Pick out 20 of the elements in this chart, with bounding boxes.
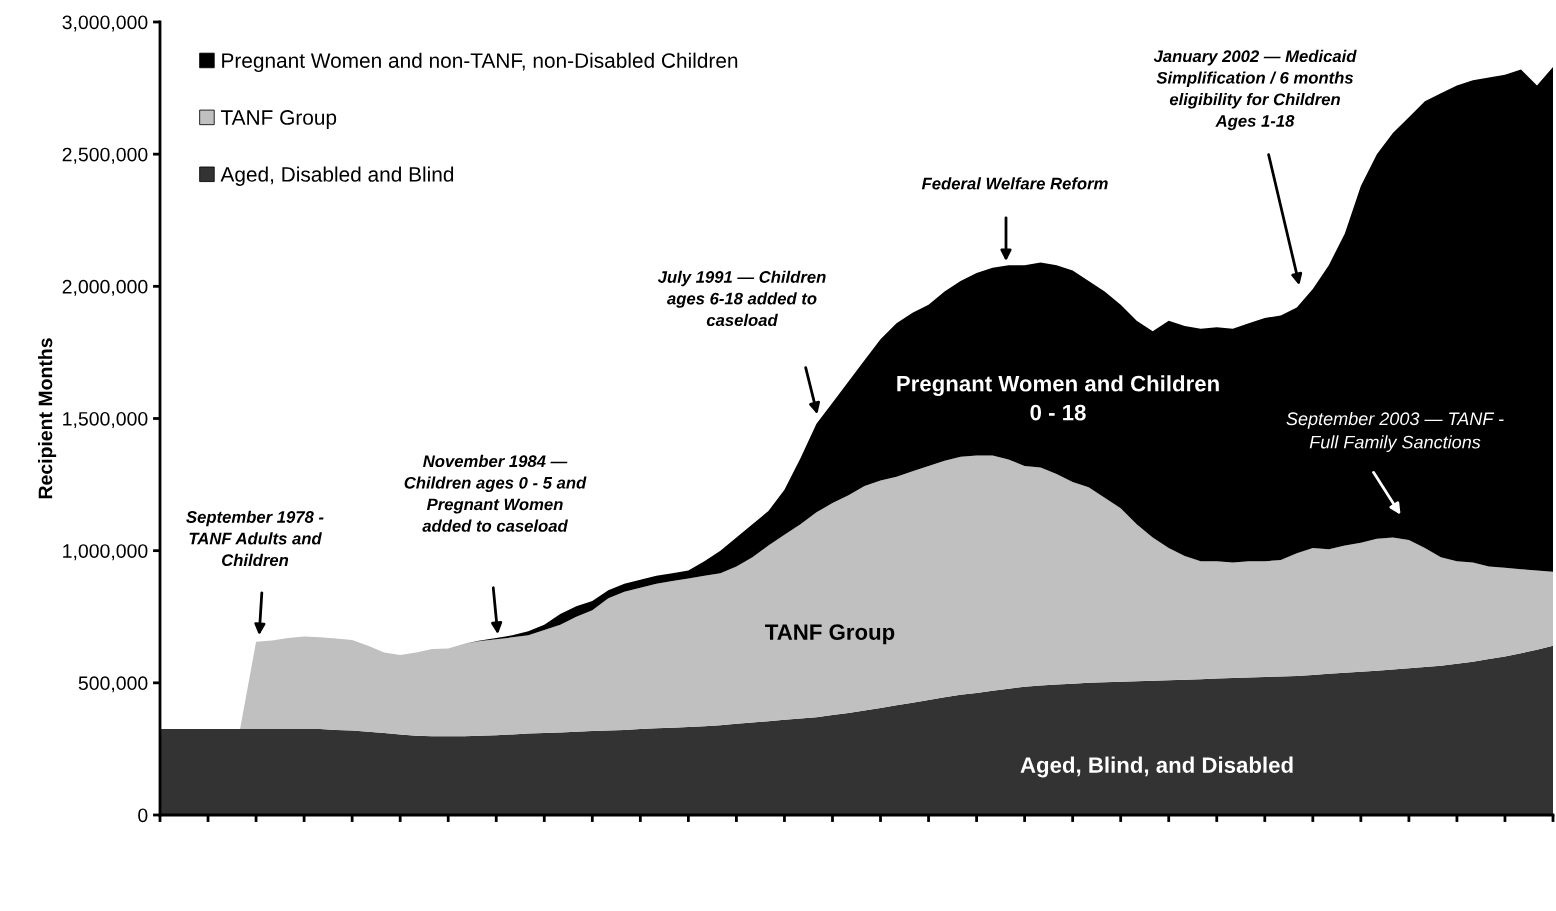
annotation: January 2002 — Medicaid Simplification / 6 months eligibility for Children Ages 1-18 — [1153, 49, 1357, 131]
annotation: September 1978 - TANF Adults and Children — [186, 510, 324, 567]
annotation: Federal Welfare Reform — [921, 177, 1108, 190]
y-tick-label: 2,500,000 — [62, 147, 148, 164]
annotation: Aged, Blind, and Disabled — [1020, 756, 1293, 778]
y-tick-label: 3,000,000 — [62, 15, 148, 32]
legend-label: Aged, Disabled and Blind — [220, 166, 454, 186]
y-tick-label: 500,000 — [78, 676, 148, 693]
annotation: Pregnant Women and Children 0 - 18 — [897, 375, 1219, 421]
y-tick-label: 1,500,000 — [63, 411, 148, 429]
legend-label: TANF Group — [220, 110, 337, 129]
y-axis-title: Recipient Months — [38, 338, 57, 499]
annotation: TANF Group — [765, 624, 895, 645]
legend-label: Pregnant Women and non-TANF, non-Disabled Children — [222, 52, 738, 73]
y-tick-label: 0 — [138, 808, 148, 823]
annotation: September 2003 — TANF - Full Family Sanctions — [1286, 411, 1504, 453]
annotation: July 1991 — Children ages 6-18 added to caseload — [657, 270, 826, 327]
annotation: November 1984 — Children ages 0 - 5 and Pregnant Women added to caseload — [404, 454, 587, 532]
y-tick-label: 2,000,000 — [62, 279, 148, 296]
y-tick-label: 1,000,000 — [63, 544, 148, 561]
